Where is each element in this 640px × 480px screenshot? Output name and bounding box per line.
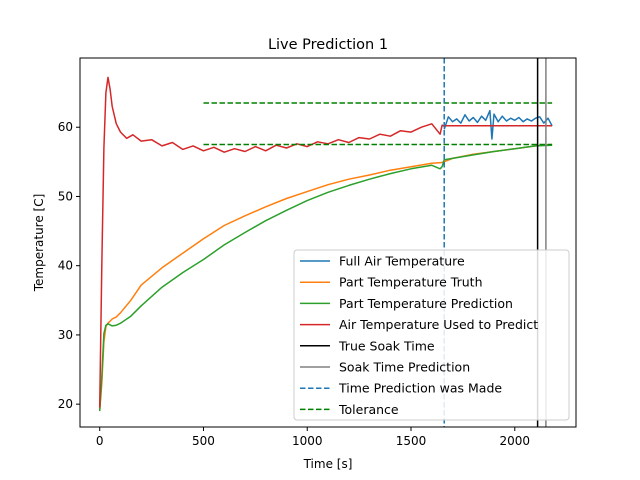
plot-frame [79, 57, 577, 428]
legend-label: Soak Time Prediction [339, 360, 470, 375]
x-axis-label: Time [s] [303, 457, 353, 471]
x-tick-label: 1000 [292, 434, 323, 448]
y-tick-label: 50 [58, 189, 73, 203]
x-tick-label: 1500 [396, 434, 427, 448]
part-temperature-prediction-line [98, 144, 553, 412]
x-tick-label: 2000 [500, 434, 531, 448]
x-tick-label: 0 [96, 434, 104, 448]
y-axis: 20 30 40 50 60 [58, 120, 80, 411]
y-tick-label: 30 [58, 328, 73, 342]
legend-label: Tolerance [338, 402, 399, 417]
x-tick-label: 500 [192, 434, 215, 448]
chart-title: Live Prediction 1 [268, 37, 388, 53]
legend-label: Part Temperature Prediction [339, 296, 513, 311]
y-tick-label: 20 [58, 397, 73, 411]
legend-label: Full Air Temperature [339, 254, 465, 269]
legend: Full Air Temperature Part Temperature Tru… [293, 249, 570, 421]
legend-label: Air Temperature Used to Predict [339, 317, 538, 332]
full-air-temperature-line [443, 109, 553, 140]
legend-label: Part Temperature Truth [339, 275, 483, 290]
x-axis: 0 500 1000 1500 2000 [96, 427, 530, 448]
y-axis-label: Temperature [C] [32, 194, 46, 293]
y-tick-label: 60 [58, 120, 73, 134]
legend-label: True Soak Time [338, 338, 435, 353]
y-tick-label: 40 [58, 259, 73, 273]
legend-label: Time Prediction was Made [338, 381, 502, 396]
series-layer [98, 76, 553, 412]
legend-frame [293, 249, 570, 421]
